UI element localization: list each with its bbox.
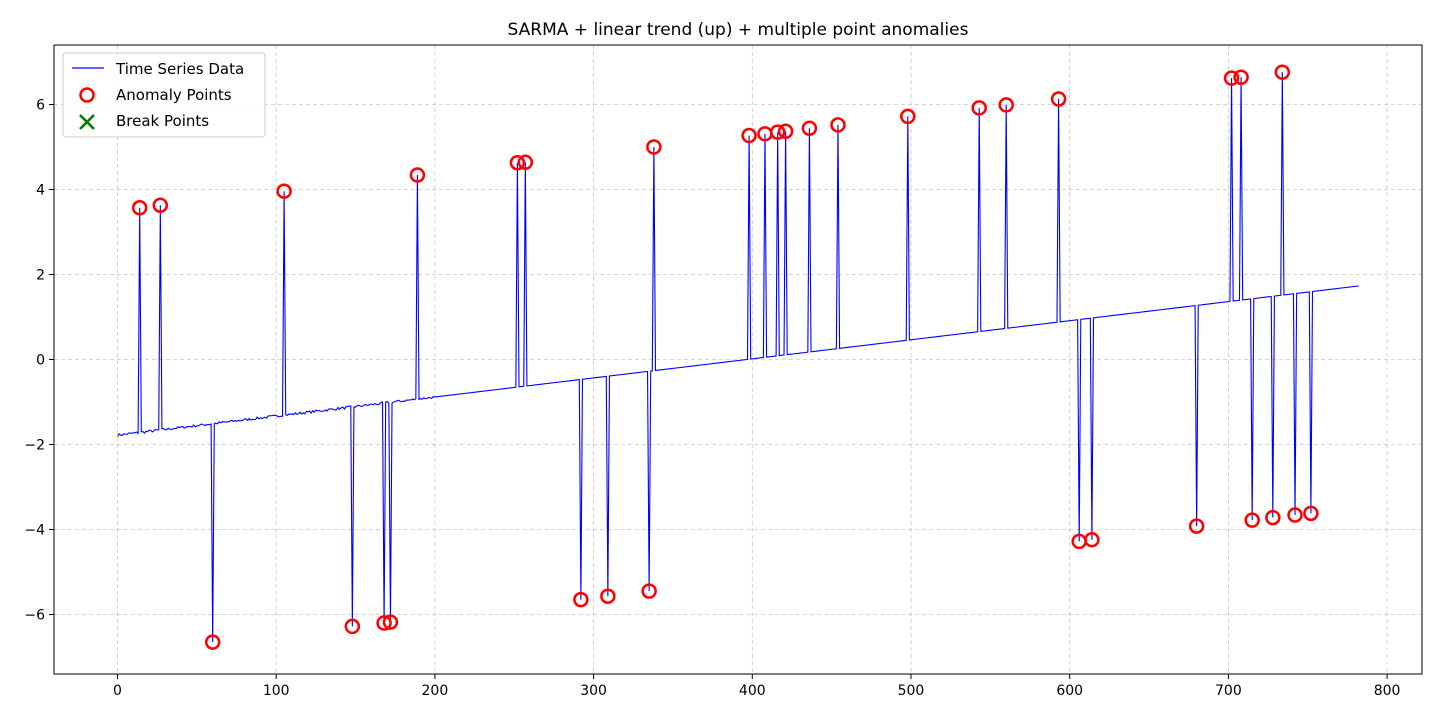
anomaly-point [1303,505,1319,522]
anomaly-point [1265,509,1281,526]
anomaly-point [376,615,392,631]
legend-label-anomaly: Anomaly Points [116,86,232,104]
y-tick-label: −4 [24,523,45,539]
legend-box [62,52,266,138]
legend: Time Series Data Anomaly Points Break Po… [62,52,266,138]
anomaly-point [276,183,292,199]
x-tick-label: 600 [1056,683,1083,699]
anomaly-point [1287,507,1303,523]
anomaly-point [600,588,616,604]
x-tick-label: 300 [580,683,607,699]
chart-title: SARMA + linear trend (up) + multiple poi… [508,20,969,40]
anomaly-point [152,197,169,213]
legend-label-series: Time Series Data [115,60,244,78]
y-tick-label: −6 [24,608,45,624]
y-tick-label: −2 [24,438,45,454]
anomaly-point [509,154,526,171]
anomaly-point [573,591,589,608]
anomaly-point [382,614,399,630]
x-tick-label: 200 [422,683,449,699]
data-layer [117,64,1359,650]
y-tick-label: 4 [36,183,45,199]
anomaly-point [1050,91,1067,107]
anomaly-point [646,139,662,155]
anomaly-point [998,97,1014,113]
y-tick-label: 6 [36,98,45,114]
anomaly-point [971,100,987,116]
anomaly-point [1188,518,1205,534]
x-tick-label: 800 [1374,683,1401,699]
anomaly-point [900,108,916,125]
x-tick-label: 500 [898,683,925,699]
y-tick-label: 0 [36,353,45,369]
x-tick-label: 100 [263,683,290,699]
x-tick-label: 400 [739,683,766,699]
anomaly-point [830,117,846,133]
axis-layer: 0 100 200 300 400 500 600 700 800 −6 −4 −2 0 2 4 6 [24,98,1400,700]
anomaly-point [769,124,786,140]
anomaly-point [1244,512,1260,528]
anomaly-point [344,618,361,635]
x-tick-label: 0 [113,683,122,699]
anomaly-point [517,154,534,171]
anomaly-point [741,127,757,144]
anomaly-point [641,583,657,599]
anomaly-point [409,167,426,183]
legend-break-swatch [79,114,95,130]
anomaly-point [777,123,794,140]
anomaly-point [801,120,818,137]
legend-label-break: Break Points [116,112,209,130]
y-tick-label: 2 [36,268,45,284]
anomaly-point [131,200,148,216]
legend-anomaly-swatch [79,87,95,103]
anomaly-point [1223,70,1240,86]
anomaly-point [1233,69,1249,86]
anomaly-point [1084,531,1100,548]
series-line [117,72,1359,643]
grid-layer [54,45,1422,674]
x-tick-label: 700 [1215,683,1242,699]
anomaly-point [1274,64,1291,80]
anomaly-point [204,634,221,650]
